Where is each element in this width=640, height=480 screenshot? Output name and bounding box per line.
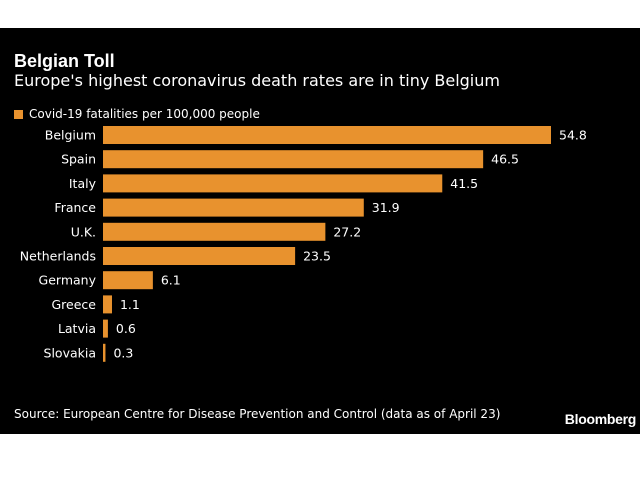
- legend-label: Covid-19 fatalities per 100,000 people: [29, 107, 260, 121]
- data-label: 0.6: [116, 321, 136, 336]
- bar: [103, 343, 106, 362]
- data-label: 23.5: [303, 249, 331, 264]
- bar: [103, 222, 326, 241]
- bar: [103, 126, 551, 144]
- category-label: Slovakia: [44, 345, 96, 360]
- category-label: Germany: [39, 273, 97, 288]
- category-label: Belgium: [45, 128, 96, 143]
- bar: [103, 247, 296, 265]
- legend: Covid-19 fatalities per 100,000 people: [14, 106, 260, 122]
- source-note: Source: European Centre for Disease Prev…: [14, 407, 501, 421]
- data-label: 6.1: [161, 273, 181, 288]
- data-label: 41.5: [450, 176, 478, 191]
- category-label: Netherlands: [20, 249, 96, 264]
- bar: [103, 295, 112, 314]
- bloomberg-logo: Bloomberg: [564, 411, 637, 427]
- bar-chart: Belgium 54.8 Spain 46.5 Italy 41.5 France 31.9 U…: [20, 126, 587, 362]
- bar: [103, 174, 443, 193]
- data-label: 54.8: [559, 128, 587, 143]
- data-label: 46.5: [491, 152, 519, 167]
- category-label: U.K.: [71, 224, 96, 239]
- category-label: Latvia: [58, 321, 96, 336]
- category-label: Spain: [61, 152, 96, 167]
- data-label: 1.1: [120, 297, 140, 312]
- bar: [103, 198, 364, 217]
- legend-swatch: [14, 109, 23, 119]
- data-label: 27.2: [333, 224, 361, 239]
- category-label: France: [54, 200, 96, 215]
- chart-frame: Belgian Toll Europe's highest coronaviru…: [0, 28, 640, 434]
- category-label: Italy: [69, 176, 97, 191]
- chart-title: Belgian Toll: [14, 51, 115, 71]
- data-label: 31.9: [372, 200, 400, 215]
- data-label: 0.3: [113, 345, 133, 360]
- bar: [103, 271, 153, 290]
- category-label: Greece: [52, 297, 97, 312]
- bar: [103, 319, 108, 338]
- chart-subtitle: Europe's highest coronavirus death rates…: [14, 71, 500, 90]
- bar: [103, 150, 484, 169]
